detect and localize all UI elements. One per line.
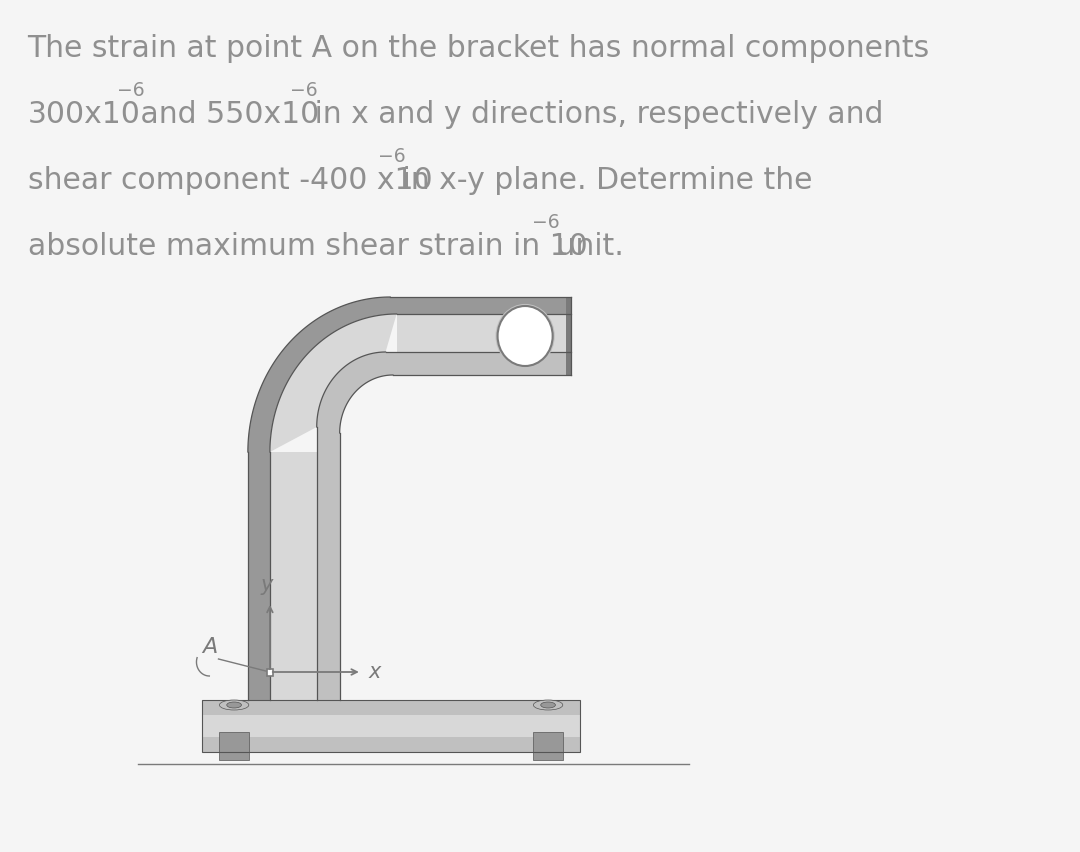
Ellipse shape [219,700,248,710]
Text: −6: −6 [378,147,406,166]
Bar [566,297,571,375]
Bar [202,715,580,737]
Bar [390,297,571,314]
Text: y: y [260,575,272,595]
Bar [219,732,248,760]
Bar [534,732,563,760]
Text: x: x [368,662,380,682]
Bar [270,452,316,700]
Ellipse shape [534,700,563,710]
Text: shear component -400 x10: shear component -400 x10 [28,166,432,195]
Bar [396,314,571,352]
Text: unit.: unit. [548,232,624,261]
Bar [270,452,316,700]
Ellipse shape [541,702,555,708]
Polygon shape [248,297,396,452]
Bar [270,452,316,700]
Text: −6: −6 [117,81,145,100]
Bar [248,452,270,700]
Text: −6: −6 [532,213,561,232]
Polygon shape [270,314,396,452]
Bar [248,452,270,700]
Text: and 550x10: and 550x10 [132,100,320,129]
Bar [202,700,580,752]
Text: The strain at point A on the bracket has normal components: The strain at point A on the bracket has… [28,34,930,63]
Text: in x-y plane. Determine the: in x-y plane. Determine the [393,166,812,195]
Text: −6: −6 [291,81,318,100]
Text: 300x10: 300x10 [28,100,140,129]
Bar [386,352,571,375]
Text: A: A [202,637,217,657]
Bar [202,700,580,708]
Circle shape [498,306,553,366]
Bar [316,427,340,700]
Text: in x and y directions, respectively and: in x and y directions, respectively and [305,100,883,129]
Polygon shape [316,352,393,433]
Bar [316,427,340,700]
Bar [202,700,580,752]
Text: absolute maximum shear strain in 10: absolute maximum shear strain in 10 [28,232,588,261]
Bar [267,669,273,676]
Ellipse shape [227,702,242,708]
